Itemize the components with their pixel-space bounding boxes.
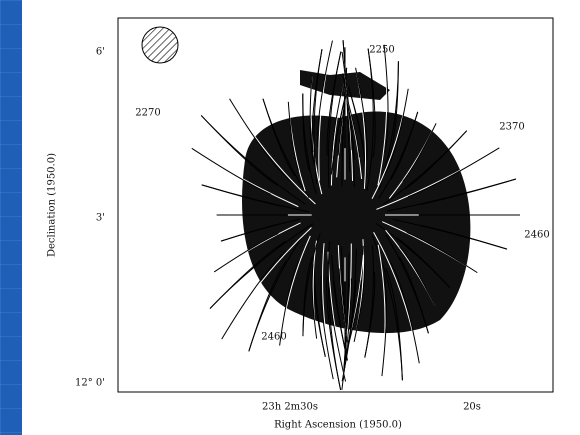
y-tick-label: 12° 0' xyxy=(75,378,105,389)
contour-label: 2460 xyxy=(524,230,549,241)
contour-label: 2460 xyxy=(261,332,286,343)
figure: 6' 3' 12° 0' 23h 2m30s 20s Right Ascensi… xyxy=(0,0,580,435)
y-tick-label: 6' xyxy=(96,47,105,58)
slide: 6' 3' 12° 0' 23h 2m30s 20s Right Ascensi… xyxy=(0,0,580,435)
beam xyxy=(142,27,178,63)
y-tick-label: 3' xyxy=(96,213,105,224)
contour-label: 2270 xyxy=(135,108,160,119)
x-axis-label: Right Ascension (1950.0) xyxy=(274,420,402,431)
emission-region xyxy=(242,111,470,333)
y-axis-label: Declination (1950.0) xyxy=(47,153,58,257)
x-tick-label: 23h 2m30s xyxy=(262,402,318,413)
x-tick-label: 20s xyxy=(463,402,481,413)
contour-label: 2370 xyxy=(499,122,524,133)
contour-label: 2250 xyxy=(369,45,394,56)
